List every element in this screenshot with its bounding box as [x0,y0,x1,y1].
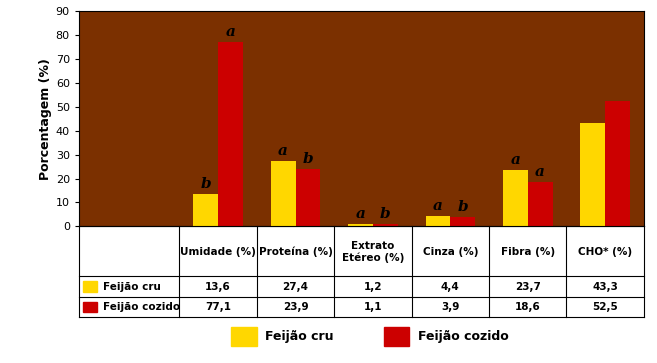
Text: Cinza (%): Cinza (%) [422,247,478,257]
Text: a: a [225,25,235,39]
Bar [605,101,630,227]
Bar [384,327,409,346]
Bar [271,161,296,227]
Bar [218,42,243,227]
Text: 13,6: 13,6 [205,282,231,291]
Text: Feijão cru: Feijão cru [103,282,161,291]
Text: Proteína (%): Proteína (%) [259,246,332,257]
Bar [193,194,218,227]
Text: 52,5: 52,5 [592,302,618,312]
Bar [296,169,321,227]
Text: Feijão cozido: Feijão cozido [418,330,509,343]
Text: 4,4: 4,4 [441,282,460,291]
Text: 23,7: 23,7 [515,282,541,291]
Bar [231,327,257,346]
Bar [83,281,97,292]
Text: 3,9: 3,9 [441,302,459,312]
Text: 77,1: 77,1 [205,302,231,312]
Text: b: b [200,177,211,191]
Text: a: a [278,144,288,158]
Bar [426,216,450,227]
Bar [83,302,97,313]
Text: 43,3: 43,3 [592,282,618,291]
Text: b: b [457,200,468,214]
Text: b: b [380,207,391,221]
Text: Fibra (%): Fibra (%) [501,247,555,257]
Text: Feijão cru: Feijão cru [265,330,334,343]
Text: 23,9: 23,9 [283,302,308,312]
Bar [528,182,553,227]
Text: 18,6: 18,6 [515,302,541,312]
Text: CHO* (%): CHO* (%) [578,247,632,257]
Text: a: a [433,199,443,213]
Text: 1,2: 1,2 [364,282,382,291]
Text: b: b [303,152,313,166]
Text: 27,4: 27,4 [283,282,309,291]
Text: a: a [355,207,365,221]
Text: Umidade (%): Umidade (%) [180,247,256,257]
Y-axis label: Porcentagem (%): Porcentagem (%) [39,58,51,180]
Bar [450,217,475,227]
Text: Feijão cozido: Feijão cozido [103,302,180,312]
Text: a: a [510,153,520,167]
Text: a: a [535,165,545,179]
Bar [503,170,528,227]
Text: Extrato
Etéreo (%): Extrato Etéreo (%) [342,241,404,263]
Bar [373,224,397,227]
Bar [580,123,605,227]
Text: 1,1: 1,1 [364,302,382,312]
Bar [348,224,373,227]
